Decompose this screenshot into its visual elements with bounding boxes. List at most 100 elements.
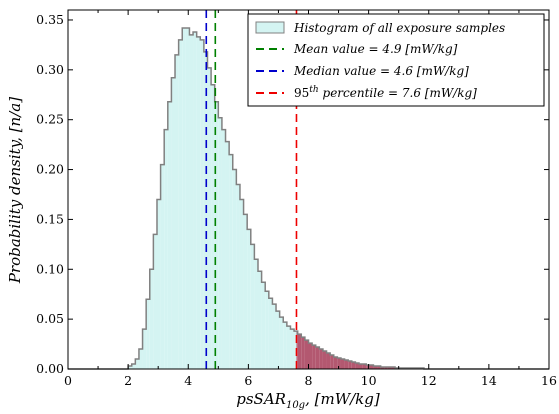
x-axis-label-rest: , [mW/kg] — [305, 390, 380, 408]
histogram-bar — [182, 27, 186, 369]
histogram-bar — [279, 317, 284, 369]
legend-label-histogram: Histogram of all exposure samples — [293, 21, 505, 35]
histogram-bar — [131, 364, 136, 369]
histogram-bar — [153, 234, 157, 369]
histogram-bar — [286, 326, 291, 369]
histogram-bar — [333, 357, 338, 369]
y-tick-label: 0.20 — [36, 162, 64, 177]
histogram-bar — [380, 367, 385, 369]
x-tick-label: 2 — [124, 373, 132, 388]
histogram-bar — [308, 343, 313, 369]
x-tick-label: 0 — [64, 373, 72, 388]
histogram-bar — [384, 367, 388, 369]
histogram-bar — [138, 349, 143, 369]
x-tick-label: 10 — [361, 373, 377, 388]
histogram-bar — [247, 229, 251, 369]
histogram-bar — [149, 269, 154, 369]
legend: Histogram of all exposure samples Mean v… — [247, 13, 545, 107]
histogram-bar — [196, 36, 201, 370]
histogram-bar — [359, 364, 363, 369]
plot-area — [68, 27, 549, 370]
histogram-bar — [290, 329, 295, 369]
histogram-bar — [214, 101, 219, 369]
histogram-bar — [211, 84, 215, 370]
histogram-bar — [250, 244, 255, 369]
histogram-bar — [391, 367, 396, 369]
histogram-bar — [362, 364, 367, 369]
y-tick-label: 0.00 — [36, 361, 64, 376]
histogram-bar — [351, 362, 356, 369]
x-axis-label: psSAR10g, [mW/kg] — [236, 390, 380, 411]
x-axis-ticks: 0 2 4 6 8 10 12 14 16 — [64, 10, 557, 388]
legend-swatch-histogram — [255, 21, 285, 34]
histogram-bar — [225, 141, 230, 369]
histogram-bar — [387, 367, 392, 369]
histogram-bar — [294, 331, 297, 369]
histogram-bar — [254, 259, 258, 369]
histogram-bar — [261, 282, 266, 369]
histogram-bar — [189, 34, 194, 370]
histogram-bar — [315, 347, 320, 369]
y-axis-ticks: 0.00 0.05 0.10 0.15 0.20 0.25 0.30 0.35 — [36, 12, 549, 376]
histogram-bar — [369, 365, 374, 369]
histogram-bar — [301, 337, 305, 369]
histogram-bar — [142, 329, 147, 369]
histogram-bar — [164, 129, 168, 369]
histogram-bar — [326, 353, 331, 369]
histogram-bar — [373, 366, 378, 369]
histogram-bar — [160, 164, 165, 369]
y-tick-label: 0.25 — [36, 112, 64, 127]
histogram-bar — [135, 359, 139, 369]
histogram-bar — [319, 349, 323, 369]
histogram-bar — [221, 129, 226, 369]
histogram-bar — [276, 311, 280, 369]
x-tick-label: 6 — [244, 373, 252, 388]
histogram-outline — [68, 27, 549, 370]
histogram-bar — [229, 154, 233, 369]
x-tick-label: 8 — [305, 373, 313, 388]
y-tick-label: 0.05 — [36, 311, 64, 326]
histogram-bar — [297, 334, 302, 369]
histogram-bar — [185, 27, 190, 369]
histogram-bar — [265, 291, 269, 369]
y-tick-label: 0.30 — [36, 62, 64, 77]
y-tick-label: 0.35 — [36, 12, 64, 27]
histogram-bar — [175, 54, 179, 369]
histogram-bar — [232, 169, 237, 369]
histogram-bar — [236, 184, 240, 369]
histogram-bar — [340, 359, 345, 369]
histogram-bar — [312, 345, 316, 369]
histogram-bar — [178, 39, 183, 370]
histogram-bar — [200, 39, 204, 370]
histogram-bar — [272, 304, 277, 369]
x-tick-label: 4 — [184, 373, 192, 388]
histogram-bar — [193, 31, 197, 369]
x-tick-label: 14 — [481, 373, 497, 388]
histogram-bar — [243, 214, 248, 369]
histogram-bar — [207, 67, 212, 369]
y-tick-label: 0.15 — [36, 211, 64, 226]
histogram-bar — [171, 77, 176, 370]
p95-superscript: th — [309, 85, 318, 95]
histogram-bar — [218, 117, 222, 369]
legend-label-median: Median value = 4.6 [mW/kg] — [293, 64, 469, 78]
x-axis-label-main: psSAR — [236, 390, 286, 408]
legend-label-mean: Mean value = 4.9 [mW/kg] — [293, 42, 458, 56]
histogram-bar — [268, 298, 273, 369]
histogram-bar — [146, 299, 150, 369]
y-tick-label: 0.10 — [36, 261, 64, 276]
histogram-bar — [348, 361, 352, 369]
histogram-bar — [366, 365, 370, 369]
histogram-bar — [283, 322, 287, 369]
p95-text: percentile = 7.6 [mW/kg] — [319, 86, 477, 100]
histogram-bar — [344, 360, 349, 369]
histogram-bar — [322, 351, 327, 369]
histogram-bar — [304, 340, 309, 369]
histogram-bar — [128, 366, 132, 369]
histogram-bar — [377, 366, 381, 369]
histogram-bar — [257, 271, 262, 369]
x-tick-label: 16 — [541, 373, 557, 388]
histogram-bar — [167, 101, 172, 369]
histogram-bar — [330, 355, 334, 369]
